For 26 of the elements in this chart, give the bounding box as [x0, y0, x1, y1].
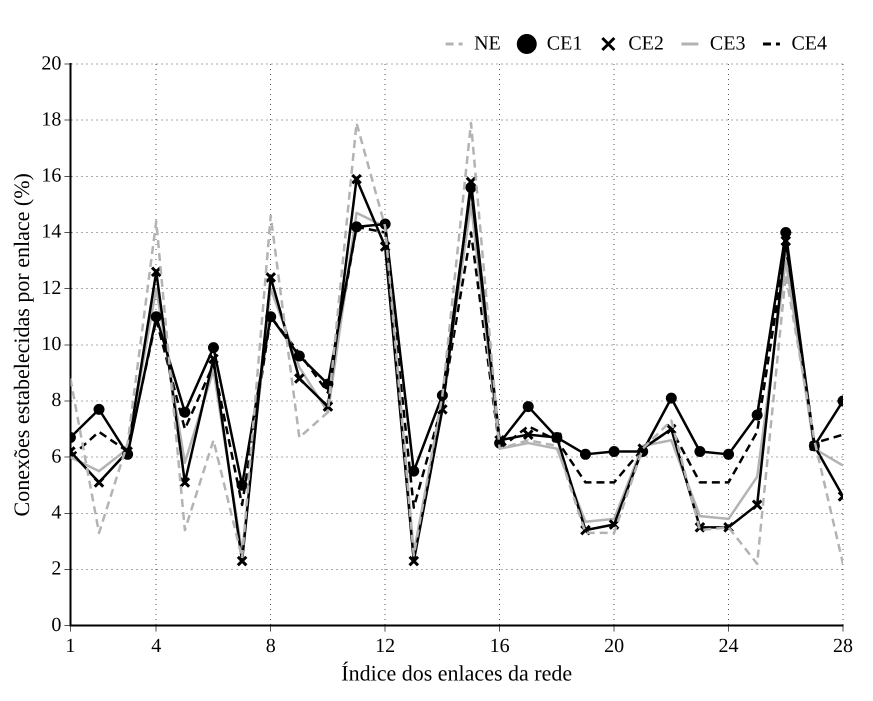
- y-tick-label: 14: [41, 220, 62, 243]
- x-tick-label: 24: [718, 634, 739, 657]
- legend-label: NE: [474, 32, 501, 54]
- x-tick-label: 28: [833, 634, 853, 657]
- x-axis-title: Índice dos enlaces da rede: [341, 660, 572, 686]
- legend-label: CE2: [628, 32, 664, 54]
- y-tick-label: 20: [41, 52, 62, 74]
- y-tick-label: 12: [41, 276, 62, 299]
- y-axis-title: Conexões estabelecidas por enlace (%): [8, 173, 34, 516]
- y-tick-label: 10: [41, 333, 62, 356]
- y-tick-label: 6: [51, 445, 62, 468]
- legend-label: CE4: [791, 32, 828, 54]
- y-tick-label: 8: [51, 389, 62, 412]
- x-tick-label: 12: [375, 634, 396, 657]
- x-tick-label: 8: [266, 634, 276, 657]
- x-tick-label: 20: [604, 634, 624, 657]
- y-tick-label: 0: [51, 614, 62, 636]
- x-tick-label: 4: [151, 634, 162, 657]
- y-tick-label: 18: [41, 108, 62, 130]
- y-tick-label: 2: [51, 558, 62, 580]
- y-tick-label: 4: [51, 502, 62, 524]
- x-tick-label: 1: [65, 634, 76, 657]
- legend-label: CE1: [546, 32, 582, 54]
- x-tick-label: 16: [490, 634, 510, 657]
- legend-label: CE3: [710, 32, 746, 54]
- y-tick-label: 16: [41, 164, 62, 187]
